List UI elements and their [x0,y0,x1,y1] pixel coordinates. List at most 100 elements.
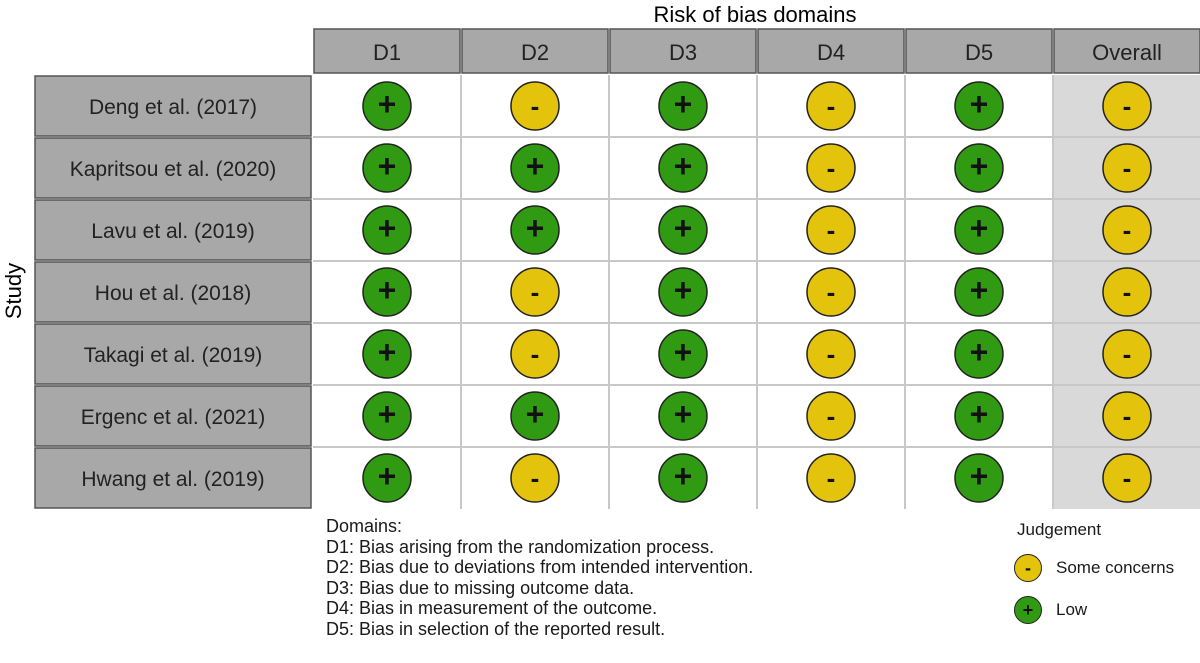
low-icon: + [1014,596,1042,624]
svg-text:+: + [674,458,693,494]
svg-text:+: + [674,272,693,308]
judgement-some-concerns-d2: - [510,267,560,317]
judgement-some-concerns-overall: - [1102,329,1152,379]
svg-text:+: + [674,86,693,122]
judgement-low-d5: + [954,267,1004,317]
svg-text:-: - [827,215,836,245]
svg-text:+: + [378,148,397,184]
study-label: Hwang et al. (2019) [81,468,264,491]
svg-text:+: + [526,396,545,432]
svg-text:+: + [674,148,693,184]
svg-text:+: + [378,458,397,494]
judgement-some-concerns-d4: - [806,453,856,503]
judgement-some-concerns-d4: - [806,391,856,441]
judgement-some-concerns-d2: - [510,81,560,131]
judgement-low-d3: + [658,267,708,317]
legend-item-low: + Low [1014,596,1200,624]
domain-item-d1: D1: Bias arising from the randomization … [326,536,715,557]
judgement-low-d3: + [658,453,708,503]
judgement-low-d3: + [658,205,708,255]
domains-title: Domains: [326,516,403,536]
svg-text:-: - [827,91,836,121]
column-header-d1 [313,28,461,74]
y-axis-label: Study [1,263,26,319]
judgement-legend: Judgement - Some concerns + Low [1014,520,1200,624]
study-label: Lavu et al. (2019) [91,220,254,243]
svg-text:-: - [1123,91,1132,121]
judgement-some-concerns-d4: - [806,81,856,131]
svg-text:+: + [970,334,989,370]
judgement-low-d1: + [362,329,412,379]
domain-item-d5: D5: Bias in selection of the reported re… [326,618,666,639]
svg-text:-: - [1123,339,1132,369]
judgement-low-d3: + [658,143,708,193]
svg-text:+: + [378,86,397,122]
svg-text:+: + [378,272,397,308]
judgement-some-concerns-d2: - [510,453,560,503]
svg-text:-: - [827,339,836,369]
svg-text:+: + [970,86,989,122]
judgement-low-d1: + [362,205,412,255]
judgement-some-concerns-d4: - [806,329,856,379]
judgement-some-concerns-d4: - [806,143,856,193]
judgement-some-concerns-overall: - [1102,453,1152,503]
svg-text:+: + [378,210,397,246]
judgement-some-concerns-overall: - [1102,143,1152,193]
judgement-legend-title: Judgement [1017,520,1102,539]
svg-text:-: - [827,401,836,431]
legend-item-some-concerns: - Some concerns [1014,554,1200,582]
svg-text:-: - [531,277,540,307]
svg-text:-: - [531,339,540,369]
judgement-low-d5: + [954,143,1004,193]
study-label: Deng et al. (2017) [89,96,257,119]
risk-of-bias-chart: Risk of bias domains Study D1 D2 D3 D4 D5 Ove… [1,2,1200,509]
study-row-kapritsou-et-al-2020 [34,137,312,199]
study-row-hwang-et-al-2019 [34,447,312,509]
judgement-low-d5: + [954,205,1004,255]
judgement-some-concerns-d4: - [806,205,856,255]
study-label: Takagi et al. (2019) [84,344,263,367]
column-header-label: D3 [669,40,697,65]
svg-text:-: - [827,153,836,183]
study-label: Ergenc et al. (2021) [81,406,265,429]
some-concerns-icon: - [1014,554,1042,582]
column-header-label: D5 [965,40,993,65]
judgement-low-d5: + [954,329,1004,379]
svg-text:-: - [1123,463,1132,493]
svg-text:-: - [827,463,836,493]
svg-text:-: - [1123,153,1132,183]
judgement-low-d1: + [362,143,412,193]
judgement-low-d1: + [362,267,412,317]
column-header-d2 [461,28,609,74]
judgement-some-concerns-overall: - [1102,391,1152,441]
judgement-low-d1: + [362,81,412,131]
judgement-low-d1: + [362,453,412,503]
column-header-d4 [757,28,905,74]
svg-text:+: + [970,396,989,432]
judgement-low-d3: + [658,81,708,131]
chart-title: Risk of bias domains [654,2,857,27]
judgement-some-concerns-d2: - [510,329,560,379]
svg-text:-: - [531,463,540,493]
svg-text:-: - [1123,215,1132,245]
svg-text:+: + [970,210,989,246]
svg-text:+: + [970,458,989,494]
svg-text:-: - [1123,401,1132,431]
judgement-low-d1: + [362,391,412,441]
svg-text:+: + [970,148,989,184]
svg-text:+: + [970,272,989,308]
svg-text:+: + [674,334,693,370]
domains-legend: Domains: D1: Bias arising from the rando… [326,516,886,640]
study-row-lavu-et-al-2019 [34,199,312,261]
column-header-label: D2 [521,40,549,65]
legend-label-low: Low [1056,600,1088,619]
svg-text:-: - [531,91,540,121]
judgement-low-d5: + [954,453,1004,503]
column-header-d5 [905,28,1053,74]
study-label: Hou et al. (2018) [95,282,251,305]
domain-item-d2: D2: Bias due to deviations from intended… [326,557,754,578]
judgement-low-d5: + [954,81,1004,131]
study-row-takagi-et-al-2019 [34,323,312,385]
domain-item-d4: D4: Bias in measurement of the outcome. [326,598,658,619]
judgement-low-d2: + [510,391,560,441]
